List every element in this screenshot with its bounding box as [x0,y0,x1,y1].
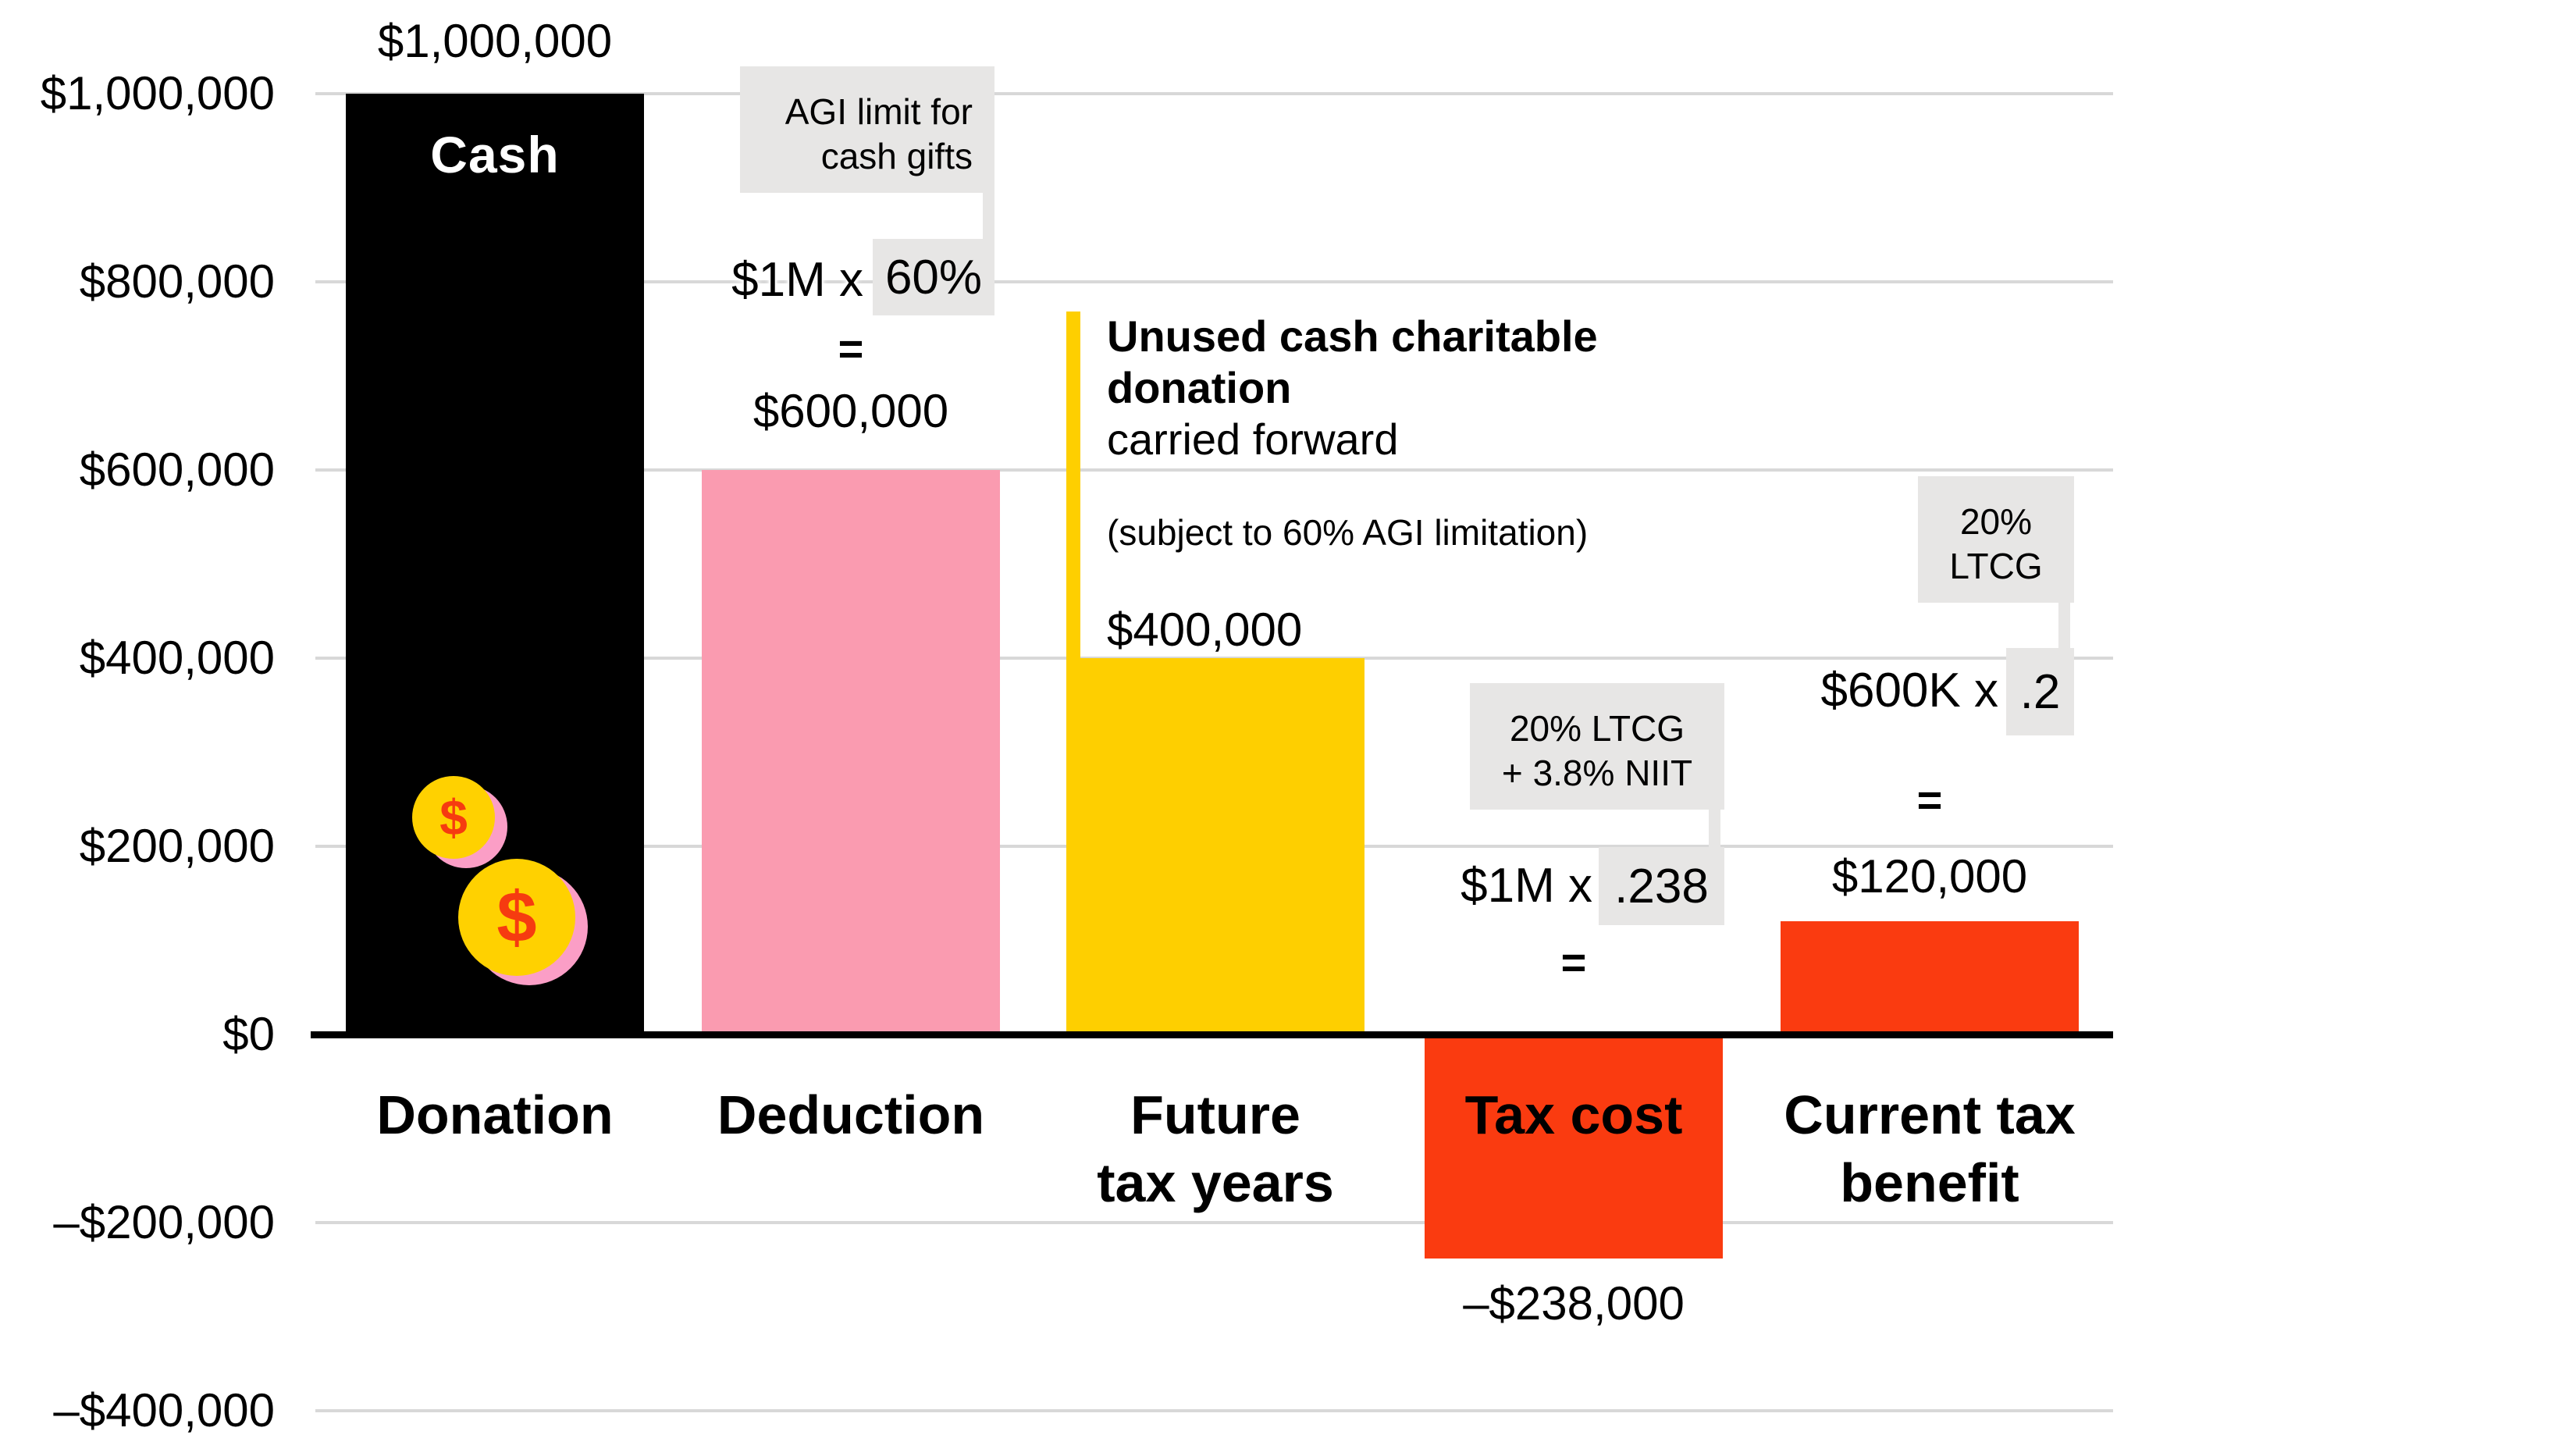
donation-bar-label: Cash [430,126,560,183]
y-axis-label: $800,000 [79,255,275,308]
taxcost-callout-connector [1709,810,1720,849]
donation-value-label: $1,000,000 [377,15,613,67]
dollar-coin-icon-small: $ [412,776,495,859]
gridline [315,1409,2113,1412]
ltcg-niit-callout: 20% LTCG + 3.8% NIIT [1470,683,1724,810]
deduction-result: $600,000 [753,385,949,437]
taxcost-equals: = [1560,938,1587,987]
y-axis-label: $0 [222,1008,275,1060]
ltcg-niit-line1: 20% LTCG [1509,708,1685,749]
category-label-tax-cost: Tax cost [1464,1084,1683,1145]
future-heading: Unused cash charitable donation carried … [1107,311,1700,465]
y-axis-label: $200,000 [79,820,275,872]
future-heading-regular: carried forward [1107,415,1399,464]
x-axis-line [311,1031,2113,1038]
category-label-future: Future tax years [1097,1084,1334,1213]
dollar-sign: $ [439,789,468,846]
carry-forward-connector-line [1066,312,1080,658]
bar-deduction [702,470,1000,1034]
agi-limit-callout: AGI limit for cash gifts [740,66,994,193]
y-axis-label: $600,000 [79,443,275,496]
gridline [315,280,2113,283]
benefit-equals: = [1916,775,1943,824]
future-note: (subject to 60% AGI limitation) [1107,512,1589,553]
future-heading-bold2: donation [1107,363,1292,412]
deduction-formula: $1M x [731,253,863,307]
ltcg-line1: 20% [1959,501,2033,542]
y-axis-label: $1,000,000 [40,67,275,119]
y-axis-label: –$200,000 [53,1196,275,1248]
gridline [315,92,2113,95]
benefit-callout-connector [2058,603,2070,648]
future-value-label: $400,000 [1107,603,1303,656]
future-heading-bold1: Unused cash charitable [1107,312,1598,361]
taxcost-multiplier-highlight: .238 [1599,847,1724,925]
bar-current-tax-benefit [1781,921,2079,1034]
ltcg-line2: LTCG [1949,546,2043,586]
bar-tax-cost [1425,1034,1723,1259]
dollar-sign: $ [496,877,537,957]
agi-limit-line1: AGI limit for [785,91,973,132]
taxcost-multiplier: .238 [1614,859,1709,913]
y-axis-label: –$400,000 [53,1384,275,1437]
benefit-multiplier: .2 [2019,664,2061,719]
ltcg-niit-line2: + 3.8% NIIT [1501,753,1693,793]
benefit-multiplier-highlight: .2 [2006,648,2074,735]
gridline [315,468,2113,472]
benefit-result: $120,000 [1831,850,2028,903]
agi-limit-line2: cash gifts [820,136,973,176]
gridline [315,1221,2113,1224]
category-label-deduction: Deduction [717,1084,985,1145]
deduction-multiplier: 60% [884,250,983,304]
taxcost-formula: $1M x [1461,859,1592,913]
category-label-current-tax: Current tax benefit [1784,1084,2076,1213]
ltcg-callout: 20% LTCG [1918,476,2074,603]
benefit-formula: $600K x [1820,664,1998,717]
y-axis-label: $400,000 [79,632,275,684]
agi-callout-connector [983,193,994,240]
category-label-donation: Donation [376,1084,614,1145]
bar-future-tax-years [1066,658,1364,1034]
dollar-coin-icon-large: $ [458,859,575,976]
deduction-equals: = [838,324,864,373]
deduction-multiplier-highlight: 60% [873,239,994,315]
taxcost-value-label: –$238,000 [1463,1277,1685,1330]
